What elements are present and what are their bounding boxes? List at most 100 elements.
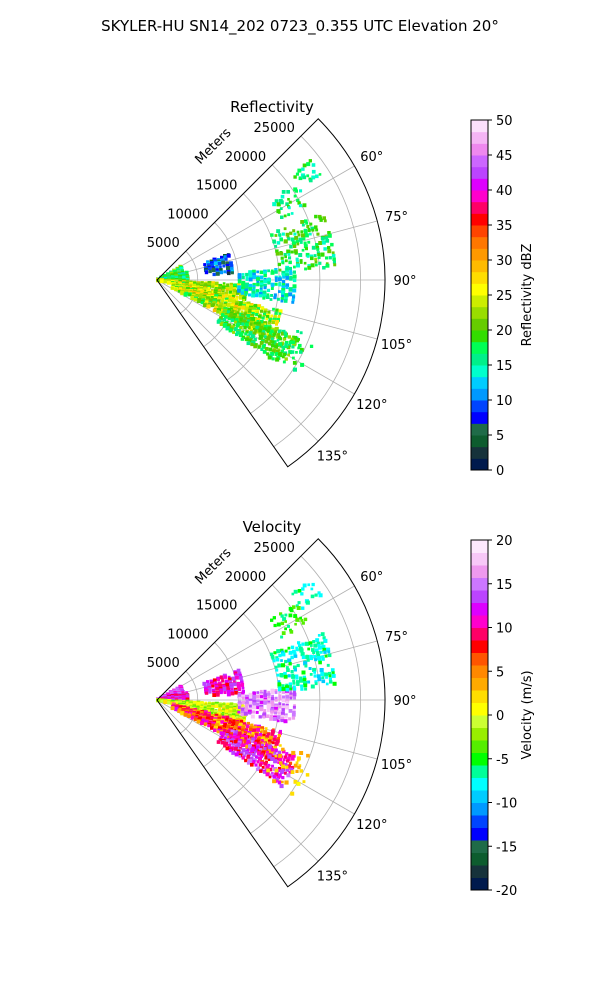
echo-cell xyxy=(228,328,233,333)
echo-cell xyxy=(206,680,210,684)
colorbar-swatch xyxy=(471,423,488,436)
echo-cell xyxy=(275,251,280,256)
echo-cell xyxy=(254,735,258,739)
echo-cell xyxy=(254,329,258,333)
echo-cell xyxy=(265,765,270,770)
echo-cell xyxy=(287,646,291,650)
echo-cell xyxy=(201,718,205,723)
echo-cell xyxy=(291,241,296,246)
colorbar-swatch xyxy=(471,840,488,853)
echo-cell xyxy=(255,694,260,699)
echo-cell xyxy=(333,263,337,267)
echo-cell xyxy=(288,753,292,758)
echo-cell xyxy=(239,326,243,330)
echo-cell xyxy=(259,319,264,324)
echo-cell xyxy=(307,583,311,587)
colorbar-swatch xyxy=(471,353,488,366)
echo-cell xyxy=(265,772,270,777)
echo-cell xyxy=(230,318,235,323)
echo-cell xyxy=(255,311,259,315)
echo-cell xyxy=(320,641,324,645)
echo-cell xyxy=(236,283,241,287)
echo-cell xyxy=(236,684,241,689)
echo-cell xyxy=(281,780,284,784)
echo-cell xyxy=(280,215,284,219)
echo-cell xyxy=(230,271,234,275)
echo-cell xyxy=(247,721,250,725)
echo-cell xyxy=(278,309,283,314)
echo-cell xyxy=(224,315,228,319)
echo-cell xyxy=(301,621,305,625)
echo-cell xyxy=(227,675,231,679)
echo-cell xyxy=(289,687,293,691)
echo-cell xyxy=(271,741,275,745)
echo-cell xyxy=(283,299,288,303)
echo-cell xyxy=(230,729,235,734)
echo-cell xyxy=(308,641,313,646)
echo-cell xyxy=(263,283,267,288)
echo-cell xyxy=(244,285,249,290)
echo-cell xyxy=(293,249,298,254)
echo-cell xyxy=(283,214,287,218)
echo-cell xyxy=(280,719,284,723)
echo-cell xyxy=(301,587,305,591)
echo-cell xyxy=(295,769,299,773)
echo-cell xyxy=(308,667,312,670)
echo-cell xyxy=(292,229,296,233)
echo-cell xyxy=(317,256,321,260)
echo-cell xyxy=(304,247,308,251)
echo-cell xyxy=(311,648,315,652)
echo-cell xyxy=(293,194,297,198)
echo-cell xyxy=(327,246,331,250)
echo-cell xyxy=(295,646,298,650)
echo-cell xyxy=(245,698,249,702)
echo-cell xyxy=(272,737,276,742)
echo-cell xyxy=(301,642,305,646)
echo-cell xyxy=(221,260,225,265)
echo-cell xyxy=(236,743,241,748)
echo-cell xyxy=(222,724,227,729)
echo-cell xyxy=(274,689,278,693)
echo-cell xyxy=(216,301,220,305)
echo-cell xyxy=(302,675,306,679)
echo-cell xyxy=(297,233,301,237)
echo-cell xyxy=(312,651,315,654)
echo-cell xyxy=(277,769,281,773)
echo-cell xyxy=(286,345,291,350)
echo-cell xyxy=(292,356,295,360)
echo-cell xyxy=(248,339,252,343)
echo-cell xyxy=(262,350,267,354)
echo-cell xyxy=(226,310,230,314)
echo-cell xyxy=(277,683,282,688)
echo-cell xyxy=(276,229,281,234)
echo-cell xyxy=(280,290,286,295)
echo-cell xyxy=(299,347,304,352)
echo-cell xyxy=(315,263,318,267)
radial-tick-label: 5000 xyxy=(147,236,180,251)
echo-cell xyxy=(300,362,305,367)
colorbar-swatch xyxy=(471,777,488,791)
echo-cell xyxy=(245,724,250,729)
echo-cell xyxy=(299,616,302,620)
echo-cell xyxy=(234,752,239,757)
echo-cell xyxy=(238,696,241,700)
radial-tick-label: 5000 xyxy=(147,656,180,671)
echo-cell xyxy=(262,291,267,296)
echo-cell xyxy=(248,271,253,276)
echo-cell xyxy=(193,297,198,302)
echo-cell xyxy=(292,679,296,683)
echo-cell xyxy=(240,713,244,717)
echo-cell xyxy=(250,749,254,753)
echo-cell xyxy=(282,360,286,364)
echo-cell xyxy=(263,700,268,705)
echo-cell xyxy=(203,685,207,689)
echo-cell xyxy=(321,655,324,659)
echo-cell xyxy=(205,716,210,721)
colorbar-swatch xyxy=(471,802,488,816)
colorbar-swatch xyxy=(471,225,488,238)
echo-cell xyxy=(291,300,295,304)
echo-cell xyxy=(264,347,269,351)
echo-cell xyxy=(200,301,204,305)
echo-cell xyxy=(327,650,331,654)
radial-tick-label: 20000 xyxy=(225,570,266,585)
